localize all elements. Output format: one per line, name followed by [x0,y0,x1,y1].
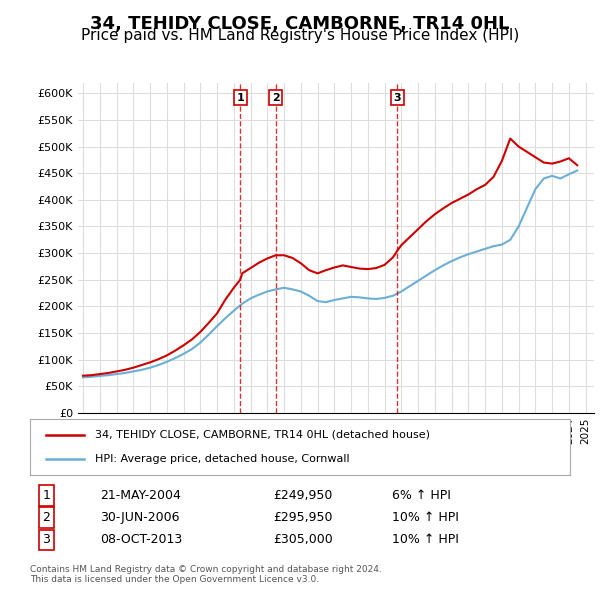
Text: 10% ↑ HPI: 10% ↑ HPI [392,511,458,525]
Text: 6% ↑ HPI: 6% ↑ HPI [392,489,451,502]
Text: HPI: Average price, detached house, Cornwall: HPI: Average price, detached house, Corn… [95,454,349,464]
Text: 34, TEHIDY CLOSE, CAMBORNE, TR14 0HL: 34, TEHIDY CLOSE, CAMBORNE, TR14 0HL [91,15,509,33]
Text: 2: 2 [272,93,280,103]
Text: 10% ↑ HPI: 10% ↑ HPI [392,533,458,546]
Text: 3: 3 [42,533,50,546]
Text: £305,000: £305,000 [273,533,333,546]
Text: Contains HM Land Registry data © Crown copyright and database right 2024.
This d: Contains HM Land Registry data © Crown c… [30,565,382,584]
Text: £295,950: £295,950 [273,511,332,525]
Text: 3: 3 [394,93,401,103]
Text: £249,950: £249,950 [273,489,332,502]
Text: 34, TEHIDY CLOSE, CAMBORNE, TR14 0HL (detached house): 34, TEHIDY CLOSE, CAMBORNE, TR14 0HL (de… [95,430,430,440]
Text: 08-OCT-2013: 08-OCT-2013 [100,533,182,546]
Text: 1: 1 [42,489,50,502]
Text: 21-MAY-2004: 21-MAY-2004 [100,489,181,502]
Text: 2: 2 [42,511,50,525]
Text: Price paid vs. HM Land Registry's House Price Index (HPI): Price paid vs. HM Land Registry's House … [81,28,519,42]
Text: 1: 1 [236,93,244,103]
Text: 30-JUN-2006: 30-JUN-2006 [100,511,180,525]
